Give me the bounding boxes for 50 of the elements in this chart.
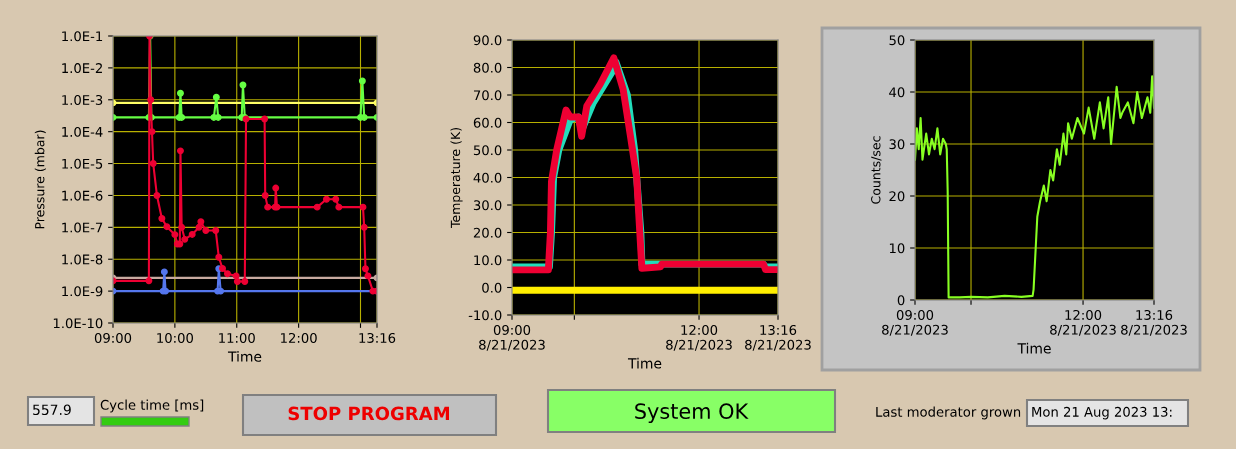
x-tick-label: 09:00 8/21/2023 (479, 324, 545, 351)
y-tick-label: 1.0E-8 (62, 254, 103, 265)
y-tick-label: 80.0 (473, 62, 502, 73)
y-tick-label: 0 (897, 295, 905, 306)
y-tick-label: 20 (889, 191, 905, 202)
y-tick-label: -10.0 (468, 310, 502, 321)
y-tick-label: 1.0E-1 (62, 31, 103, 42)
y-tick-label: 50.0 (473, 145, 502, 156)
y-tick-label: 10 (889, 243, 905, 254)
y-tick-label: 40.0 (473, 172, 502, 183)
y-tick-label: 40 (889, 87, 905, 98)
x-tick-label: 09:00 8/21/2023 (882, 309, 948, 336)
y-tick-label: 30.0 (473, 200, 502, 211)
text: 557.9 (33, 404, 71, 416)
y-tick-label: 60.0 (473, 117, 502, 128)
y-tick-label: 70.0 (473, 90, 502, 101)
x-tick-label: 13:16 8/21/2023 (1121, 309, 1187, 336)
y-tick-label: 1.0E-5 (62, 158, 103, 169)
text: STOP PROGRAM (288, 406, 449, 421)
y-axis-title: Counts/sec (871, 136, 882, 204)
y-tick-label: 1.0E-9 (62, 286, 103, 297)
x-tick-label: 12:00 8/21/2023 (666, 324, 732, 351)
x-tick-label: 12:00 8/21/2023 (1050, 309, 1116, 336)
x-tick-label: 11:00 (219, 332, 255, 343)
text: Mon 21 Aug 2023 13: (1032, 406, 1172, 420)
y-tick-label: 90.0 (473, 35, 502, 46)
text: Last moderator grown (876, 406, 1021, 420)
y-tick-label: 1.0E-3 (62, 95, 103, 105)
y-tick-label: 50 (889, 35, 905, 46)
x-axis-title: Time (1017, 342, 1051, 354)
y-tick-label: 1.0E-6 (62, 190, 103, 201)
text: Cycle time [ms] (100, 399, 204, 413)
x-tick-label: 09:00 (94, 332, 132, 343)
y-tick-label: 1.0E-7 (62, 222, 103, 233)
x-axis-title: Time (227, 351, 262, 362)
y-tick-label: 10.0 (474, 255, 502, 266)
y-tick-label: 1.0E-10 (53, 318, 103, 329)
text: System OK (635, 403, 749, 424)
x-tick-label: 13:16 (359, 332, 396, 343)
x-tick-label: 13:16 8/21/2023 (745, 324, 811, 351)
y-tick-label: 0.0 (482, 282, 502, 293)
x-tick-label: 12:00 (281, 332, 317, 343)
x-tick-label: 10:00 (157, 332, 194, 343)
y-axis-title: Temperature (K) (450, 128, 463, 229)
y-tick-label: 20.0 (473, 227, 502, 238)
y-axis-title: Pressure (mbar) (34, 130, 46, 229)
y-tick-label: 1.0E-4 (62, 126, 103, 137)
x-axis-title: Time (627, 357, 662, 369)
y-tick-label: 1.0E-2 (62, 63, 102, 74)
y-tick-label: 30 (889, 139, 905, 150)
